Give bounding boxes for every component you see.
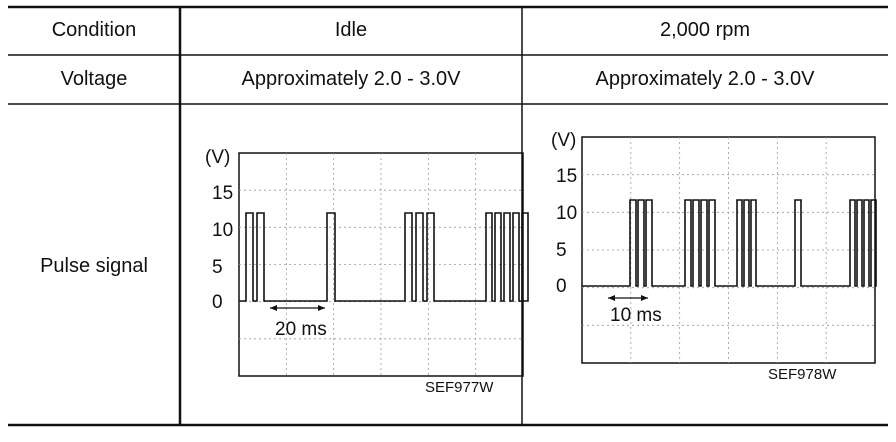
rpm-tick-10: 10 — [556, 203, 577, 224]
rpm-figure-code: SEF978W — [768, 366, 837, 383]
idle-figure-code: SEF977W — [425, 379, 494, 396]
header-2000rpm: 2,000 rpm — [659, 19, 751, 41]
rpm-tick-5: 5 — [556, 240, 567, 261]
idle-time-arrow-left — [270, 305, 277, 311]
voltage-label: Voltage — [60, 68, 128, 90]
rpm-time-arrow-right — [641, 295, 648, 301]
voltage-2000rpm: Approximately 2.0 - 3.0V — [595, 68, 815, 90]
idle-scope-grid — [239, 153, 523, 376]
idle-tick-5: 5 — [212, 257, 223, 278]
rpm-tick-0: 0 — [556, 276, 567, 297]
idle-time-label: 20 ms — [275, 319, 327, 340]
rpm-unit-label: (V) — [551, 130, 576, 151]
voltage-idle: Approximately 2.0 - 3.0V — [241, 68, 461, 90]
idle-tick-10: 10 — [212, 220, 233, 241]
rpm-time-arrow-left — [608, 295, 615, 301]
idle-tick-0: 0 — [212, 292, 223, 313]
pulse-signal-label: Pulse signal — [40, 255, 148, 277]
idle-tick-15: 15 — [212, 183, 233, 204]
header-condition: Condition — [51, 19, 137, 41]
rpm-scope-grid — [582, 137, 875, 363]
idle-pulse-trace — [239, 212, 529, 302]
rpm-tick-15: 15 — [556, 166, 577, 187]
idle-scope: (V) 15 10 5 0 20 ms SEF977W — [205, 147, 529, 396]
rpm-pulse-trace — [582, 199, 877, 287]
idle-unit-label: (V) — [205, 147, 230, 168]
idle-time-arrow-right — [318, 305, 325, 311]
header-idle: Idle — [334, 19, 368, 41]
rpm-time-label: 10 ms — [610, 305, 662, 326]
rpm-scope: (V) 15 10 5 0 10 ms SEF978W — [551, 130, 877, 383]
